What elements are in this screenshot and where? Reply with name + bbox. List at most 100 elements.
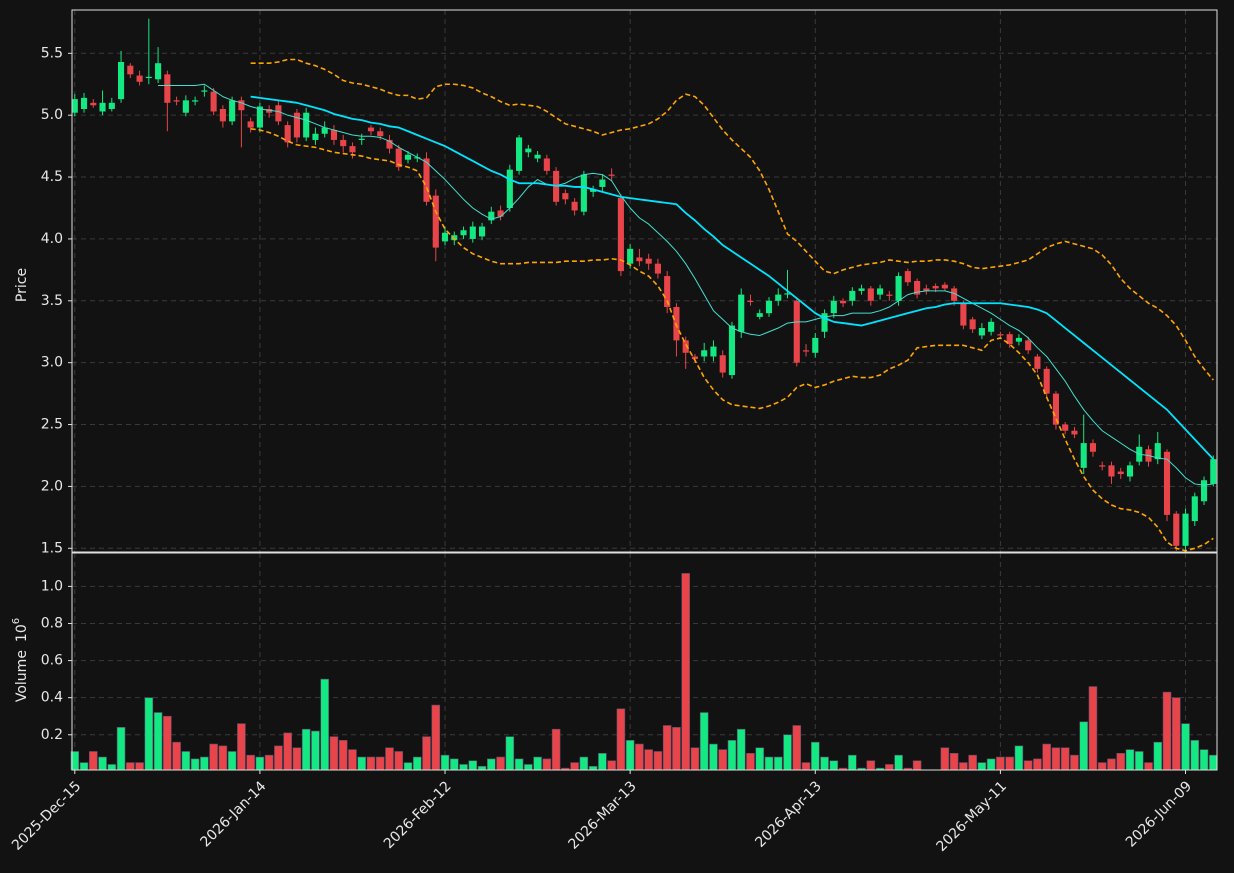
volume-bar (598, 753, 607, 771)
volume-bar (644, 749, 653, 771)
volume-bar (533, 756, 542, 771)
volume-bar (542, 758, 552, 771)
candle-body (275, 105, 282, 122)
candle-body (219, 108, 226, 122)
volume-bar (311, 730, 320, 771)
volume-bar (524, 764, 533, 771)
volume-bar (894, 754, 903, 771)
volume-bar (959, 762, 968, 771)
y-tick-label: 4.0 (41, 231, 63, 247)
candle-body (1108, 465, 1115, 477)
candle-body (617, 198, 624, 272)
candle-body (90, 102, 97, 106)
y-tick-label: 3.0 (41, 355, 63, 371)
candle-body (478, 226, 486, 237)
y-tick-label: 4.5 (41, 169, 63, 185)
volume-bar (1097, 762, 1107, 771)
volume-bar (301, 728, 311, 771)
volume-bar (1162, 691, 1172, 771)
candle-body (266, 108, 273, 113)
volume-bar (487, 758, 496, 771)
price-panel-frame (71, 9, 1218, 553)
volume-bar (181, 751, 191, 771)
candle-body (71, 99, 78, 113)
volume-axis-label: Volume 106 (11, 618, 30, 702)
candle-body (367, 127, 375, 132)
volume-bar (431, 704, 441, 771)
volume-bar (718, 749, 727, 771)
y-tick-label: 1.5 (41, 540, 63, 556)
volume-bar (79, 762, 89, 771)
volume-bar (1116, 753, 1126, 771)
candle-body (858, 288, 865, 291)
candle-body (247, 121, 254, 128)
volume-bar (977, 762, 987, 771)
candle-body (284, 125, 291, 143)
candle-body (349, 146, 356, 153)
candle-body (812, 337, 819, 353)
candle-body (701, 350, 708, 357)
y-tick-label: 0.8 (41, 615, 63, 631)
volume-bar (1190, 740, 1200, 771)
candle-body (580, 174, 587, 212)
volume-bar (709, 743, 718, 771)
volume-bar (135, 762, 144, 771)
candle-body (229, 100, 236, 122)
volume-bar (1023, 760, 1033, 771)
candle-body (441, 232, 449, 242)
candle-body (506, 169, 513, 208)
candle-body (432, 195, 439, 248)
volume-bar (1088, 686, 1098, 771)
volume-bar (320, 678, 329, 771)
candle-body (756, 313, 763, 317)
candle-body (988, 321, 995, 332)
y-tick-label: 0.4 (41, 690, 63, 706)
candle-body (904, 271, 911, 283)
candle-body (978, 328, 985, 336)
candle-body (321, 127, 328, 134)
y-tick-label: 3.5 (41, 293, 63, 309)
volume-bar (459, 764, 468, 771)
volume-bar (653, 751, 663, 771)
candle-body (877, 288, 884, 295)
overlay-line (158, 83, 1214, 486)
candle-body (108, 102, 115, 109)
volume-bar (764, 756, 774, 771)
volume-bar (968, 754, 977, 771)
candle-body (895, 276, 902, 301)
volume-bar (1181, 723, 1190, 771)
volume-panel-frame (71, 552, 1218, 771)
candle-body (192, 100, 199, 102)
candle-body (914, 281, 921, 295)
volume-bar (1144, 762, 1153, 771)
volume-bar (635, 743, 644, 771)
candle-body (951, 288, 958, 301)
candle-body (386, 139, 393, 149)
volume-bar (190, 758, 200, 771)
y-tick-label: 2.0 (41, 478, 63, 494)
volume-bar (1070, 754, 1079, 771)
volume-bar (1171, 697, 1181, 771)
volume-bar (1042, 743, 1051, 771)
volume-bar (1014, 745, 1024, 771)
candle-body (1025, 340, 1032, 351)
volume-bar (746, 753, 755, 771)
overlay-line (250, 95, 1214, 460)
volume-bar (848, 754, 857, 771)
volume-bar (440, 754, 450, 771)
volume-bar (625, 740, 635, 771)
candle-body (867, 288, 874, 301)
candle-body (423, 158, 430, 202)
candle-body (497, 210, 504, 217)
candle-body (775, 294, 782, 301)
candle-body (127, 65, 134, 75)
volume-bar (820, 756, 829, 771)
volume-bar (385, 747, 394, 771)
volume-bar (912, 760, 922, 771)
candle-body (488, 211, 495, 221)
volume-bar (690, 747, 700, 771)
price-axis-label: Price (14, 268, 30, 302)
candle-body (293, 112, 300, 138)
candle-body (414, 157, 421, 159)
volume-bar (357, 756, 367, 771)
